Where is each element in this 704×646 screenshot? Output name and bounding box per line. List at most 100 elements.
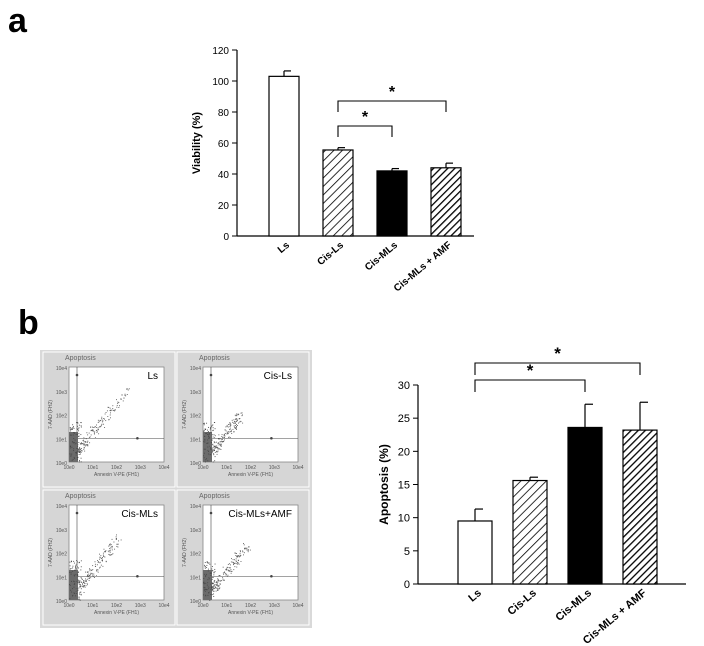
facs-x-label: Annexin V-PE (FH1) (228, 472, 273, 478)
gate-handle (136, 574, 139, 578)
plot-title: Apoptosis (65, 493, 96, 500)
facs-y-label: 7-AAD (FH2) (182, 400, 188, 429)
bar-cis-ls (512, 479, 548, 585)
facs-x-tick: 10e2 (111, 465, 122, 471)
gate-handle (209, 511, 213, 515)
plot-area (68, 366, 165, 463)
facs-x-tick: 10e4 (292, 603, 303, 609)
facs-x-tick: 10e3 (135, 465, 146, 471)
facs-y-tick: 10e1 (56, 575, 67, 581)
y-tick-label: 20 (398, 446, 410, 458)
facs-x-tick: 10e0 (197, 465, 208, 471)
panel-label-b: b (18, 304, 39, 342)
bar-ls (268, 75, 300, 237)
sample-label: Ls (147, 371, 158, 382)
facs-x-tick: 10e3 (269, 603, 280, 609)
bar-cis-mls (376, 170, 408, 237)
x-tick-label: Ls (466, 587, 484, 604)
y-tick-label: 0 (404, 579, 410, 591)
facs-x-tick: 10e1 (221, 465, 232, 471)
gate-handle (75, 511, 79, 515)
plot-area (202, 504, 299, 601)
facs-y-tick: 10e3 (56, 528, 67, 534)
significance-bracket (474, 362, 641, 375)
gate-handle (75, 373, 79, 377)
facs-y-tick: 10e4 (190, 504, 201, 510)
facs-x-tick: 10e0 (63, 603, 74, 609)
significance-marker: * (389, 84, 396, 101)
sample-label: Cis-MLs+AMF (228, 509, 292, 520)
y-tick-label: 5 (404, 546, 410, 558)
facs-y-tick: 10e1 (190, 437, 201, 443)
y-tick-label: 40 (218, 170, 230, 181)
bar-cis-mls-amf (430, 167, 462, 237)
facs-x-tick: 10e4 (292, 465, 303, 471)
facs-y-tick: 10e2 (56, 414, 67, 420)
y-axis-label: Viability (%) (191, 112, 203, 174)
bar-cis-mls (567, 426, 603, 585)
y-tick-label: 60 (218, 139, 230, 150)
y-tick-label: 25 (398, 413, 410, 425)
facs-x-tick: 10e4 (158, 465, 169, 471)
facs-x-tick: 10e2 (245, 603, 256, 609)
plot-area (202, 366, 299, 463)
panel-label-a: a (8, 2, 27, 40)
dense-population (69, 570, 78, 600)
facs-x-label: Annexin V-PE (FH1) (94, 472, 139, 478)
y-tick-label: 120 (212, 46, 229, 57)
facs-y-tick: 10e3 (190, 528, 201, 534)
bar-cis-ls (322, 149, 354, 237)
facs-y-tick: 10e0 (56, 461, 67, 467)
facs-x-label: Annexin V-PE (FH1) (228, 610, 273, 616)
dense-population (69, 432, 78, 462)
y-tick-label: 20 (218, 201, 230, 212)
significance-bracket (337, 100, 447, 112)
sample-label: Cis-Ls (264, 371, 292, 382)
significance-marker: * (527, 361, 534, 380)
x-tick-label: Cis-Ls (505, 587, 538, 618)
facs-x-tick: 10e0 (197, 603, 208, 609)
facs-x-tick: 10e3 (135, 603, 146, 609)
facs-x-tick: 10e2 (245, 465, 256, 471)
x-tick-label: Cis-MLs (553, 587, 593, 624)
facs-x-tick: 10e1 (87, 465, 98, 471)
y-tick-label: 80 (218, 108, 230, 119)
plot-title: Apoptosis (65, 355, 96, 362)
facs-y-tick: 10e2 (190, 552, 201, 558)
significance-marker: * (362, 109, 369, 126)
y-tick-label: 10 (398, 513, 410, 525)
plot-title: Apoptosis (199, 493, 230, 500)
facs-x-tick: 10e2 (111, 603, 122, 609)
facs-y-tick: 10e0 (190, 599, 201, 605)
facs-x-tick: 10e3 (269, 465, 280, 471)
sample-label: Cis-MLs (121, 509, 158, 520)
facs-y-label: 7-AAD (FH2) (182, 538, 188, 567)
significance-marker: * (554, 344, 561, 363)
facs-x-tick: 10e1 (221, 603, 232, 609)
bar-ls (457, 520, 493, 585)
facs-y-tick: 10e3 (56, 390, 67, 396)
facs-x-tick: 10e4 (158, 603, 169, 609)
gate-handle (270, 436, 273, 440)
y-axis-label: Apoptosis (%) (377, 444, 391, 525)
facs-y-tick: 10e3 (190, 390, 201, 396)
plot-area (68, 504, 165, 601)
facs-y-tick: 10e0 (190, 461, 201, 467)
facs-y-label: 7-AAD (FH2) (48, 400, 54, 429)
gate-handle (136, 436, 139, 440)
facs-y-tick: 10e1 (56, 437, 67, 443)
facs-y-tick: 10e1 (190, 575, 201, 581)
bar-cis-mls-amf (622, 429, 658, 585)
significance-bracket (337, 125, 393, 137)
y-tick-label: 15 (398, 480, 410, 492)
facs-y-tick: 10e4 (56, 504, 67, 510)
facs-x-label: Annexin V-PE (FH1) (94, 610, 139, 616)
gate-handle (270, 574, 273, 578)
